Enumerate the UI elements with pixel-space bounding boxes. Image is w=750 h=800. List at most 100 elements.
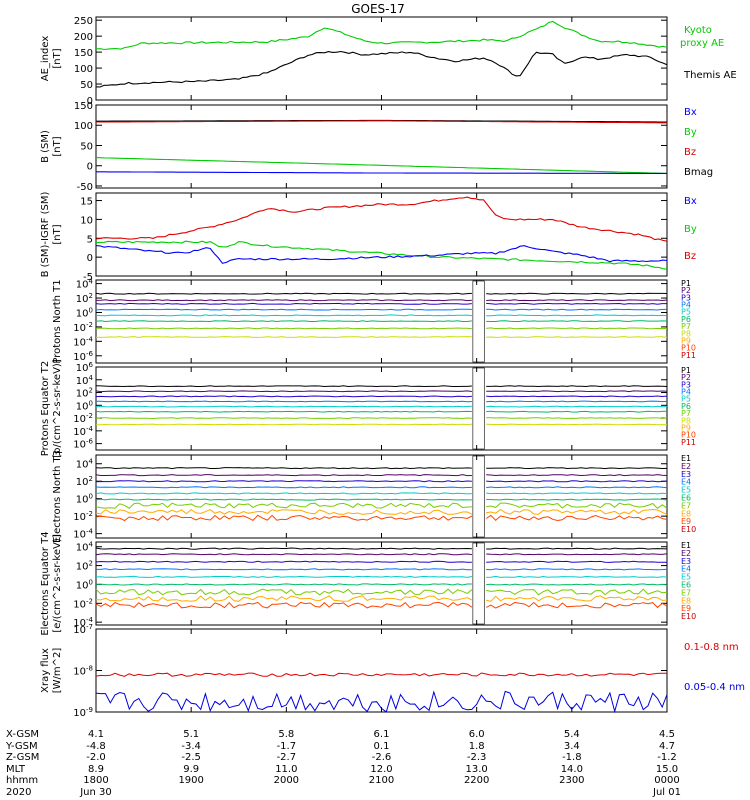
y-tick-label: 104 (76, 541, 94, 554)
y-tick-label: 50 (80, 141, 93, 152)
y-tick-label: 104 (76, 374, 94, 387)
series-line (95, 502, 668, 509)
legend-entry: E7 (681, 501, 691, 510)
legend-entry: Bx (684, 196, 697, 207)
y-tick-label: 100 (76, 399, 93, 412)
y-tick-label: 10-2 (73, 510, 93, 523)
legend-entry: P5 (681, 308, 691, 317)
series-line (95, 467, 668, 470)
time-row-label: X-GSM (6, 729, 39, 740)
y-tick-label: 150 (74, 48, 93, 59)
series-bx (96, 171, 667, 174)
time-row-value: 8.9 (88, 764, 104, 775)
series-line (95, 601, 668, 609)
legend-entry: P1 (681, 279, 691, 288)
y-axis-unit: [p/(cm^2-s-sr-keV)] (52, 359, 63, 458)
series-line (96, 568, 668, 571)
legend-entry: E4 (681, 478, 691, 487)
legend-entry: E2 (681, 549, 691, 558)
time-row-value: -4.8 (86, 741, 106, 752)
y-tick-label: 0 (87, 96, 93, 107)
series-line (95, 560, 668, 563)
series-kyoto-proxy-ae (95, 20, 668, 51)
panel-1: 0 50 100 150 200 250 AE_index [nT] Kyoto proxy AE… (40, 16, 737, 107)
y-tick-label: 102 (76, 475, 93, 488)
y-axis-unit: [e/(cm^2-s-sr-keV)] (52, 534, 63, 632)
time-row-value: 4.1 (88, 729, 104, 740)
time-row-value: 5.1 (183, 729, 199, 740)
time-row-value: 1.8 (469, 741, 485, 752)
series-line (95, 417, 668, 420)
y-axis-label: B (SM) (40, 130, 51, 163)
time-row-value: 4.7 (659, 741, 675, 752)
legend-entry: Themis AE (683, 70, 737, 81)
legend-entry: P6 (681, 402, 691, 411)
series-line (95, 400, 668, 403)
series-line (95, 474, 668, 477)
time-row-value: 4.5 (659, 729, 675, 740)
time-row-value: 2300 (559, 775, 584, 786)
y-tick-label: 50 (80, 80, 93, 91)
y-tick-label: 10-2 (73, 321, 93, 334)
data-gap (472, 455, 485, 538)
time-row-value: -1.7 (277, 741, 297, 752)
legend-entry: P4 (681, 388, 691, 397)
legend-entry: P2 (681, 286, 691, 295)
series-line (95, 486, 668, 489)
y-tick-label: 10 (80, 215, 93, 226)
time-row-value: -2.5 (181, 752, 201, 763)
series-line (95, 583, 668, 586)
legend-entry: P10 (681, 344, 696, 353)
series-line (95, 410, 668, 413)
y-axis-unit: [nT] (52, 136, 63, 156)
time-row-label: MLT (6, 764, 26, 775)
y-tick-label: 10-6 (73, 350, 93, 363)
legend-entry: By (684, 127, 697, 138)
time-row-value: 1800 (83, 775, 108, 786)
series-bz (96, 120, 667, 124)
legend-entry: E3 (681, 557, 691, 566)
legend-entry: E10 (681, 612, 696, 621)
series-line (95, 547, 668, 550)
legend-entry: 0.1-0.8 nm (684, 642, 739, 653)
legend-entry: E10 (681, 525, 696, 534)
series-themis-ae (95, 50, 668, 88)
y-tick-label: 0 (87, 162, 93, 173)
legend-entry: E1 (681, 454, 691, 463)
y-tick-label: 100 (76, 578, 93, 591)
series-line (95, 336, 668, 339)
y-axis-unit: [nT] (52, 48, 63, 68)
time-row-value: 15.0 (656, 764, 678, 775)
time-row-value: -3.4 (181, 741, 201, 752)
legend-entry: E8 (681, 509, 691, 518)
y-axis-label: Xray flux (40, 648, 51, 693)
legend-entry: P11 (681, 438, 696, 447)
legend-entry: P6 (681, 315, 691, 324)
y-axis-label: AE_index (40, 36, 51, 82)
series-line (95, 498, 668, 501)
time-row-value: -1.8 (562, 752, 582, 763)
time-row-value: 2200 (464, 775, 489, 786)
series-line (95, 385, 668, 388)
legend-entry: P2 (681, 373, 691, 382)
time-row-value: -2.7 (277, 752, 297, 763)
time-row-value: 2100 (369, 775, 394, 786)
series-line (95, 492, 668, 495)
time-row-label: Y-GSM (5, 741, 38, 752)
series-line (95, 553, 668, 556)
time-axis-row: hhmm 1800 1900 2000 2100 2200 2300 0000 (6, 775, 680, 786)
series-line (95, 480, 668, 483)
legend-entry: P3 (681, 380, 691, 389)
y-tick-label: 0 (87, 253, 93, 264)
y-axis-unit: [W/m^2] (52, 648, 63, 694)
series-line (95, 292, 668, 295)
time-row-value: -1.2 (657, 752, 677, 763)
y-axis-label: Protons North T1 (52, 279, 63, 363)
series-line (95, 575, 668, 578)
legend-entry: Bz (684, 251, 696, 262)
y-tick-label: -50 (77, 182, 93, 193)
y-axis-label: Electrons North T3 (52, 450, 63, 543)
series-line (95, 308, 667, 311)
legend-entry: E8 (681, 596, 691, 605)
